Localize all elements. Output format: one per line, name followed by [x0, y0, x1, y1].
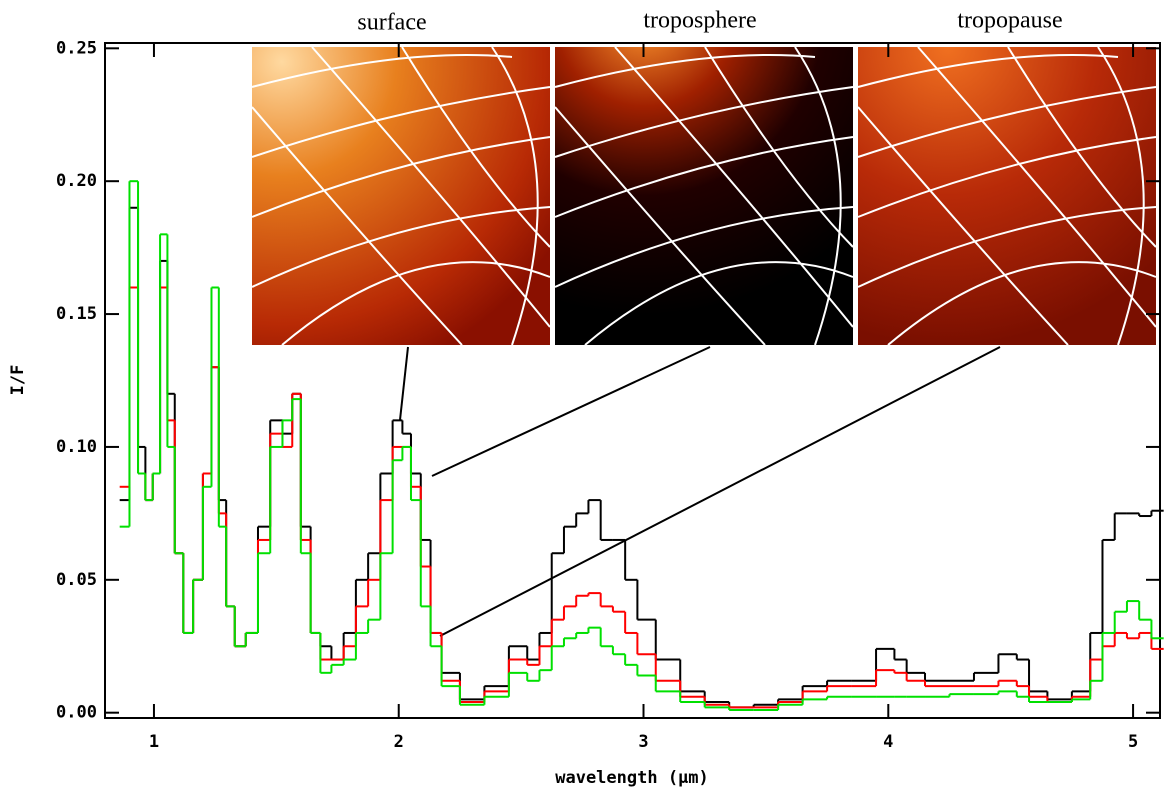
x-tick-label: 1 [149, 732, 159, 752]
connector [399, 346, 409, 421]
step-riser [128, 287, 1153, 708]
plot-frame [104, 42, 1161, 719]
series [119, 286, 1164, 709]
annotation: tropopause [957, 8, 1062, 34]
y-tick-label: 0.15 [56, 304, 97, 324]
annotation: troposphere [643, 8, 756, 34]
y-tick-label: 0.00 [56, 703, 97, 723]
inset-image [858, 47, 1156, 345]
x-tick-label: 3 [638, 732, 648, 752]
inset-image [555, 47, 853, 345]
x-axis-label: wavelength (μm) [555, 768, 709, 788]
y-tick-label: 0.20 [56, 171, 97, 191]
y-axis-label: I/F [8, 365, 28, 396]
y-tick-label: 0.25 [56, 38, 97, 58]
annotation: surface [357, 10, 426, 36]
y-tick-label: 0.10 [56, 437, 97, 457]
inset-image [252, 47, 550, 345]
x-tick-label: 4 [883, 732, 893, 752]
insets: surface troposphere tropopause [251, 8, 1157, 637]
x-tick-label: 5 [1128, 732, 1138, 752]
connector [431, 346, 711, 477]
series [119, 180, 1164, 712]
x-tick-label: 2 [394, 732, 404, 752]
connector [439, 346, 1001, 637]
y-tick-label: 0.05 [56, 570, 97, 590]
